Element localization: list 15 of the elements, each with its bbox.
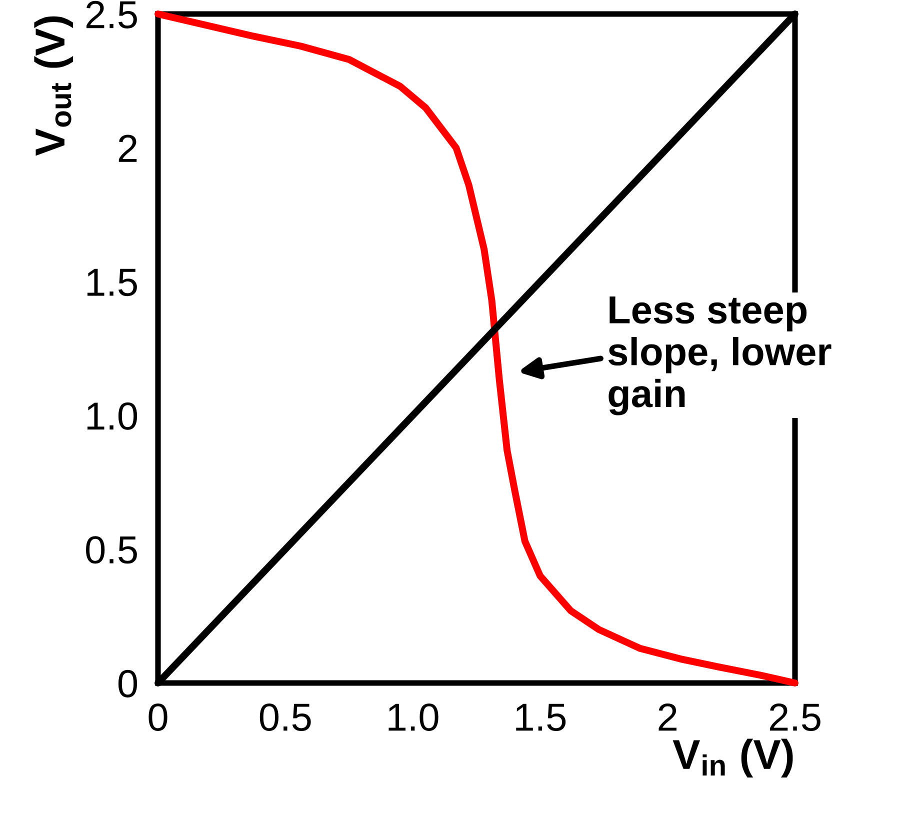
y-tick-label: 2.5 xyxy=(86,0,137,28)
y-tick-label: 1.0 xyxy=(87,402,138,430)
y-tick-label: 2 xyxy=(118,134,137,162)
x-tick-label: 1.5 xyxy=(516,704,566,732)
y-tick-label: 1.5 xyxy=(87,268,137,296)
annotation: Less steep slope, lower gain xyxy=(608,296,832,416)
x-tick-label: 0.5 xyxy=(260,703,311,732)
y-axis-title: V$_{out}$ (V) xyxy=(34,16,74,156)
x-tick-label: 2.5 xyxy=(770,703,820,732)
y-tick-label: 0.5 xyxy=(86,536,137,564)
y-tick-label: 0 xyxy=(118,670,138,698)
x-tick-label: 0 xyxy=(148,703,168,732)
x-tick-label: 1.0 xyxy=(388,703,438,732)
x-tick-label: 2 xyxy=(658,703,676,731)
x-axis-title: V$_{in}$ (V) xyxy=(672,738,793,778)
